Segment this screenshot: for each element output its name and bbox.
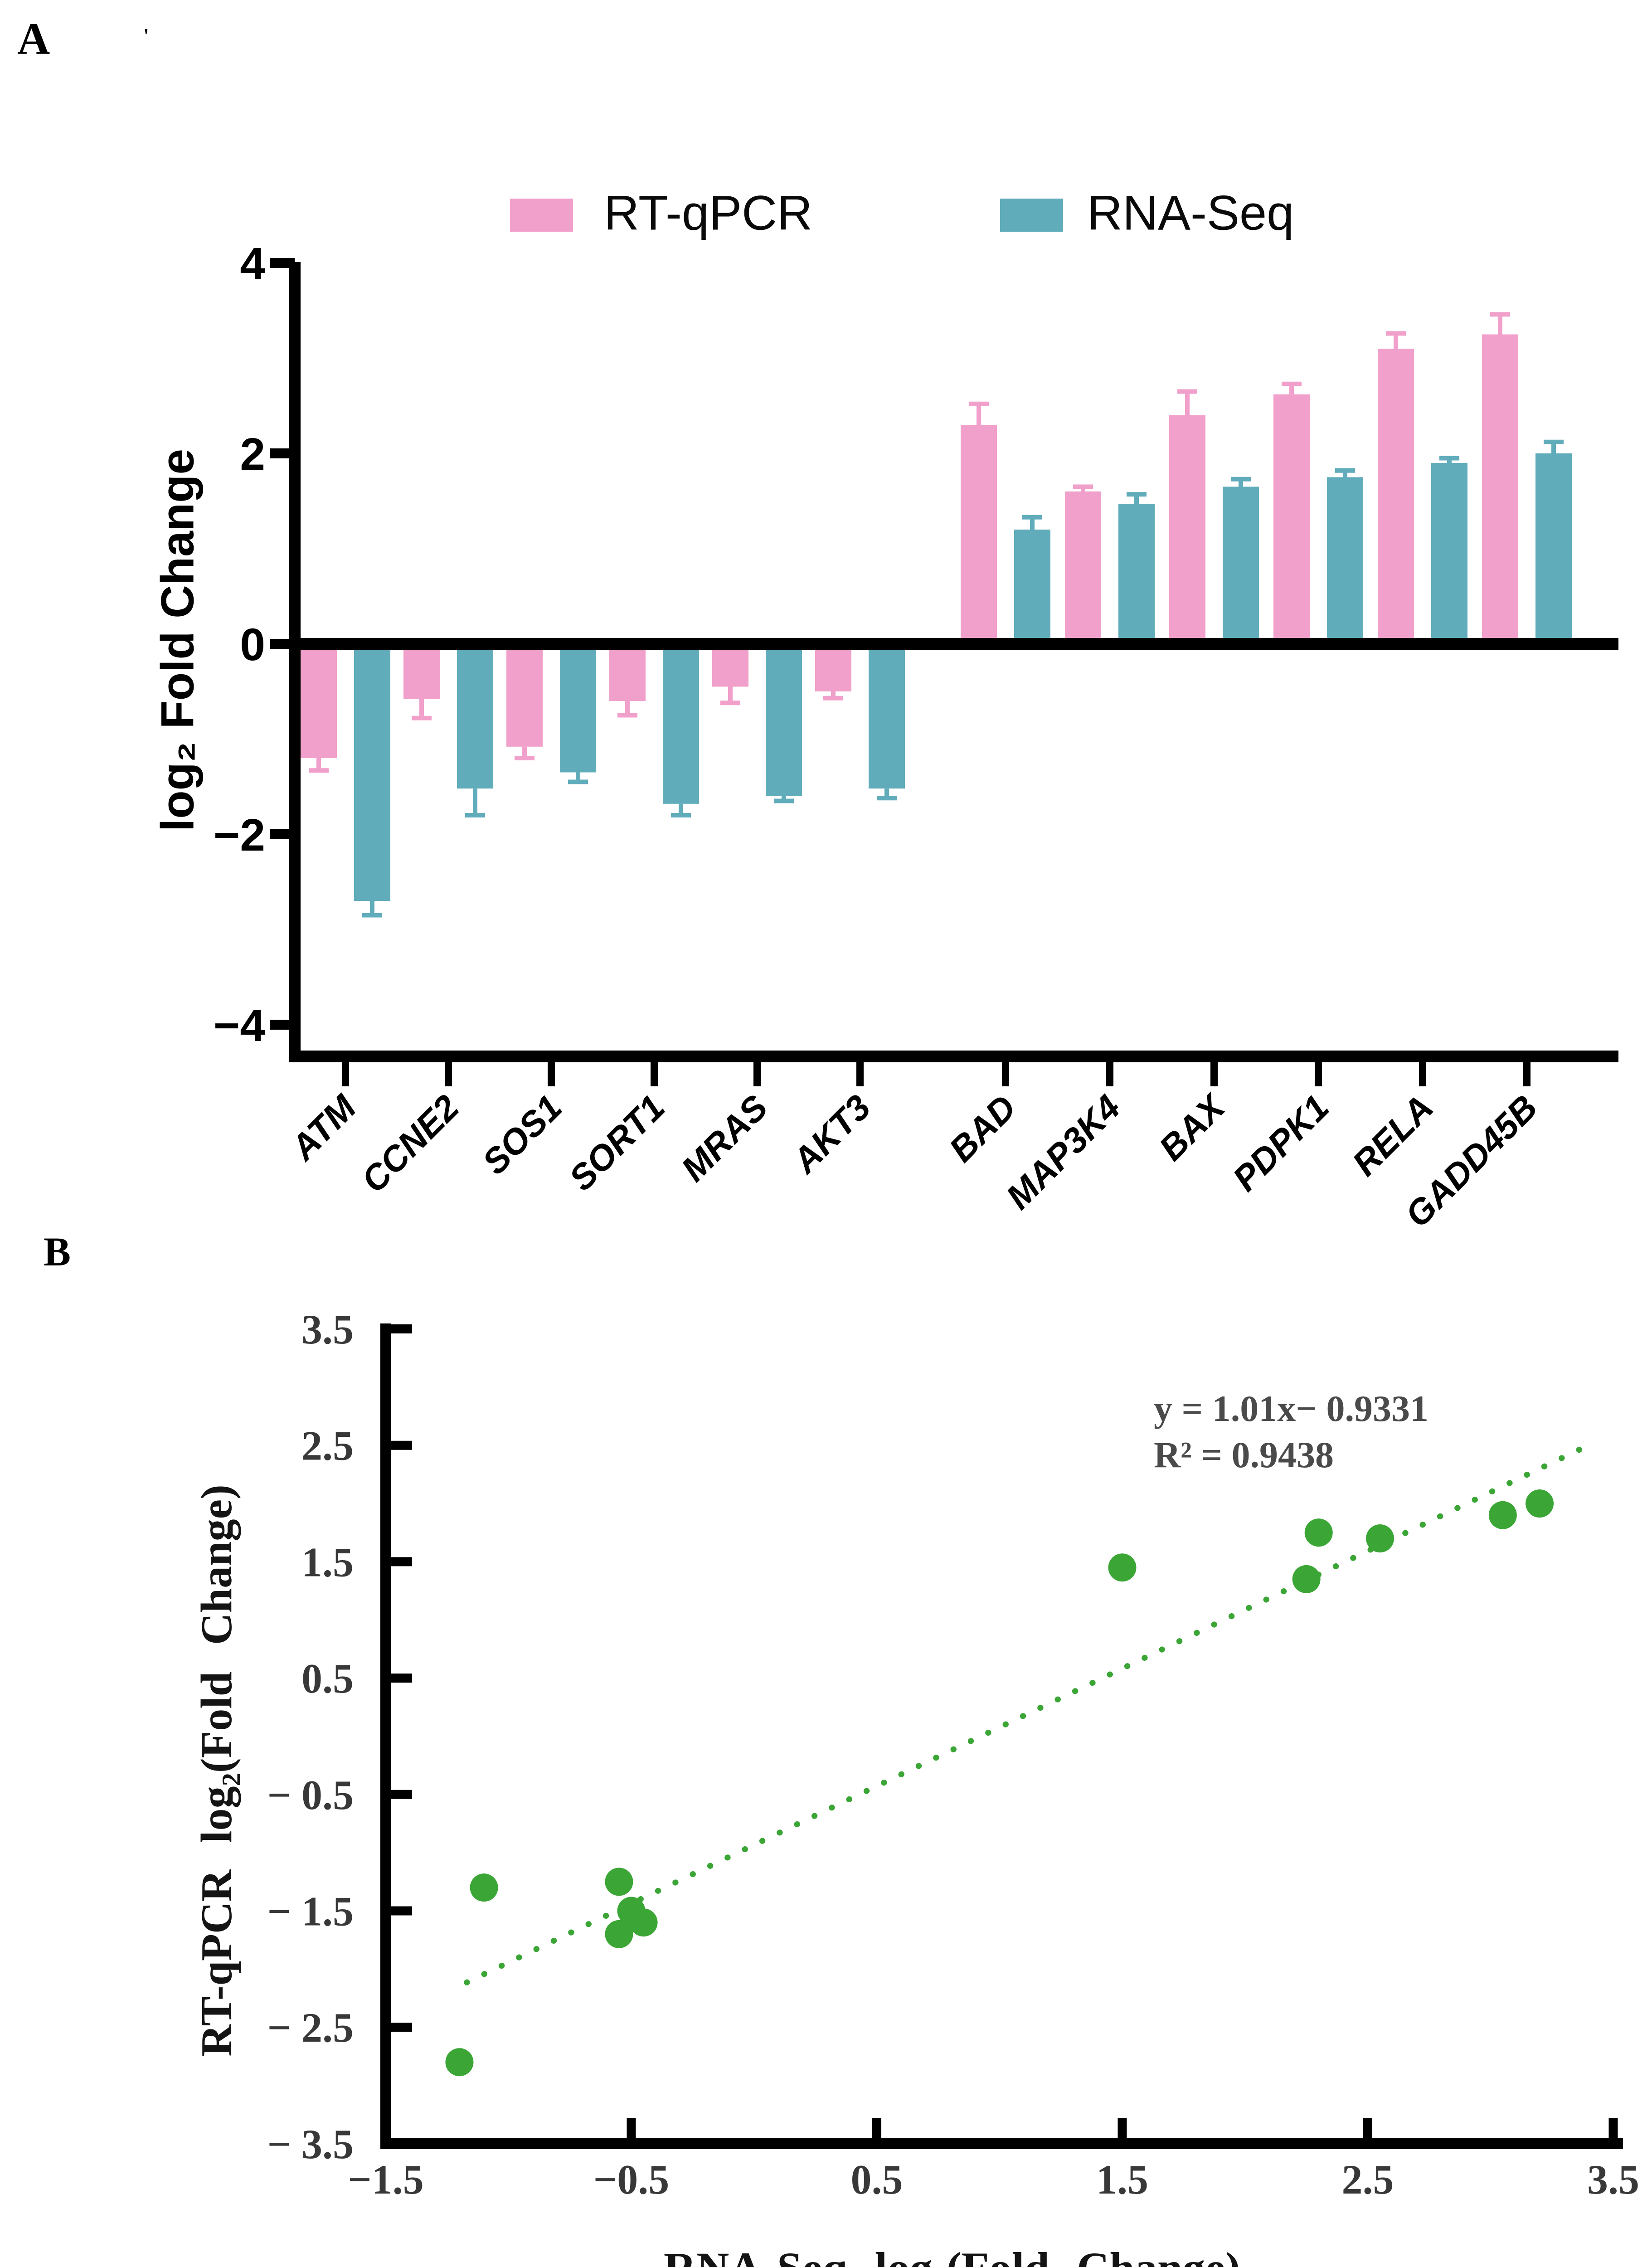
- panel-b-y-tick-label: − 1.5: [267, 1888, 354, 1935]
- bar-RT-qPCR-GADD45B: [1482, 334, 1518, 644]
- bar-RNA-Seq-ATM: [354, 644, 390, 901]
- bar-RNA-Seq-AKT3: [869, 644, 905, 789]
- scatter-point-5: [605, 1920, 633, 1948]
- regression-equation: y = 1.01x− 0.9331: [1154, 1388, 1428, 1429]
- scatter-point-6: [1108, 1553, 1137, 1582]
- bar-RNA-Seq-SOS1: [560, 644, 596, 773]
- bar-RT-qPCR-RELA: [1378, 349, 1414, 644]
- gene-label-BAD: BAD: [941, 1087, 1024, 1170]
- bar-RT-qPCR-AKT3: [815, 644, 851, 691]
- scatter-point-11: [1526, 1489, 1554, 1518]
- panel-a-y-tick-label: 0: [240, 619, 265, 670]
- r-squared-value: R² = 0.9438: [1154, 1434, 1334, 1475]
- regression-annotation: y = 1.01x− 0.9331 R² = 0.9438: [1154, 1386, 1428, 1478]
- panel-a-y-axis-title: log₂ Fold Change: [151, 448, 204, 832]
- gene-label-SORT1: SORT1: [561, 1087, 672, 1198]
- bar-RNA-Seq-CCNE2: [457, 644, 493, 789]
- panel-a-y-tick-label: −2: [214, 810, 265, 861]
- scatter-point-4: [629, 1908, 658, 1937]
- bar-RT-qPCR-MRAS: [712, 644, 748, 687]
- scatter-point-1: [470, 1873, 498, 1902]
- panel-a-y-tick-label: 2: [240, 429, 265, 480]
- bar-RNA-Seq-BAD: [1014, 530, 1050, 644]
- scatter-point-8: [1304, 1518, 1333, 1547]
- gene-label-MRAS: MRAS: [673, 1087, 775, 1189]
- panel-b-y-tick-label: 2.5: [301, 1423, 354, 1469]
- bar-RT-qPCR-BAX: [1169, 415, 1205, 644]
- bar-RNA-Seq-MRAS: [766, 644, 802, 796]
- gene-label-ATM: ATM: [282, 1086, 364, 1168]
- panel-b-x-tick-label: −0.5: [593, 2156, 669, 2203]
- gene-label-BAX: BAX: [1151, 1086, 1233, 1168]
- scatter-point-0: [445, 2048, 474, 2077]
- panel-b-x-tick-label: 1.5: [1096, 2156, 1148, 2203]
- gene-label-RELA: RELA: [1345, 1087, 1441, 1183]
- regression-trendline: [464, 1440, 1597, 1985]
- gene-label-AKT3: AKT3: [784, 1087, 878, 1182]
- scatter-point-2: [605, 1868, 633, 1896]
- bar-RNA-Seq-MAP3K4: [1118, 504, 1155, 644]
- legend-swatch-rnaseq: [1000, 199, 1063, 232]
- legend-label-rnaseq: RNA-Seq: [1087, 185, 1294, 240]
- scatter-point-9: [1366, 1524, 1394, 1553]
- panel-a-y-tick-label: −4: [214, 1000, 265, 1051]
- gene-label-CCNE2: CCNE2: [354, 1087, 466, 1200]
- bar-RNA-Seq-RELA: [1431, 463, 1467, 644]
- gene-label-SOS1: SOS1: [475, 1087, 569, 1182]
- panel-a-label: A: [17, 14, 50, 64]
- bar-RNA-Seq-SORT1: [663, 644, 699, 804]
- panel-b-x-tick-label: 3.5: [1587, 2156, 1639, 2203]
- panel-b-y-tick-label: 1.5: [301, 1539, 354, 1585]
- bar-RNA-Seq-BAX: [1223, 486, 1259, 644]
- scatter-point-10: [1488, 1501, 1517, 1529]
- legend-label-rtqpcr: RT-qPCR: [604, 185, 813, 240]
- bar-RNA-Seq-GADD45B: [1535, 453, 1572, 644]
- gene-label-MAP3K4: MAP3K4: [998, 1087, 1128, 1217]
- bar-RT-qPCR-BAD: [961, 425, 997, 644]
- bar-RT-qPCR-CCNE2: [403, 644, 440, 699]
- panel-b-x-axis-title: RNA-Seq log₂(Fold Change): [664, 2242, 1240, 2267]
- panel-b-y-axis-title: RT-qPCR log₂(Fold Change): [192, 1484, 241, 2057]
- stray-mark: ': [143, 24, 149, 47]
- panel-b-y-tick-label: − 3.5: [267, 2121, 354, 2167]
- panel-a-y-tick-label: 4: [240, 238, 265, 289]
- bar-RNA-Seq-PDPK1: [1327, 477, 1363, 644]
- bar-RT-qPCR-PDPK1: [1273, 394, 1310, 644]
- panel-b-y-tick-label: 3.5: [301, 1306, 354, 1352]
- panel-b-x-tick-label: −1.5: [348, 2156, 423, 2203]
- panel-b-y-tick-label: 0.5: [301, 1655, 354, 1702]
- bar-RT-qPCR-SORT1: [609, 644, 646, 701]
- bar-RT-qPCR-SOS1: [506, 644, 543, 747]
- panel-b-y-tick-label: − 0.5: [267, 1772, 354, 1818]
- bar-RT-qPCR-MAP3K4: [1065, 491, 1101, 644]
- scatter-point-7: [1292, 1565, 1321, 1593]
- panel-b-label: B: [44, 1230, 71, 1275]
- panel-b-y-tick-label: − 2.5: [267, 2004, 354, 2051]
- legend-swatch-rtqpcr: [510, 199, 573, 232]
- panel-b-x-tick-label: 2.5: [1342, 2156, 1394, 2203]
- panel-b-x-tick-label: 0.5: [851, 2156, 903, 2203]
- bar-RT-qPCR-ATM: [301, 644, 337, 758]
- gene-label-PDPK1: PDPK1: [1225, 1087, 1336, 1199]
